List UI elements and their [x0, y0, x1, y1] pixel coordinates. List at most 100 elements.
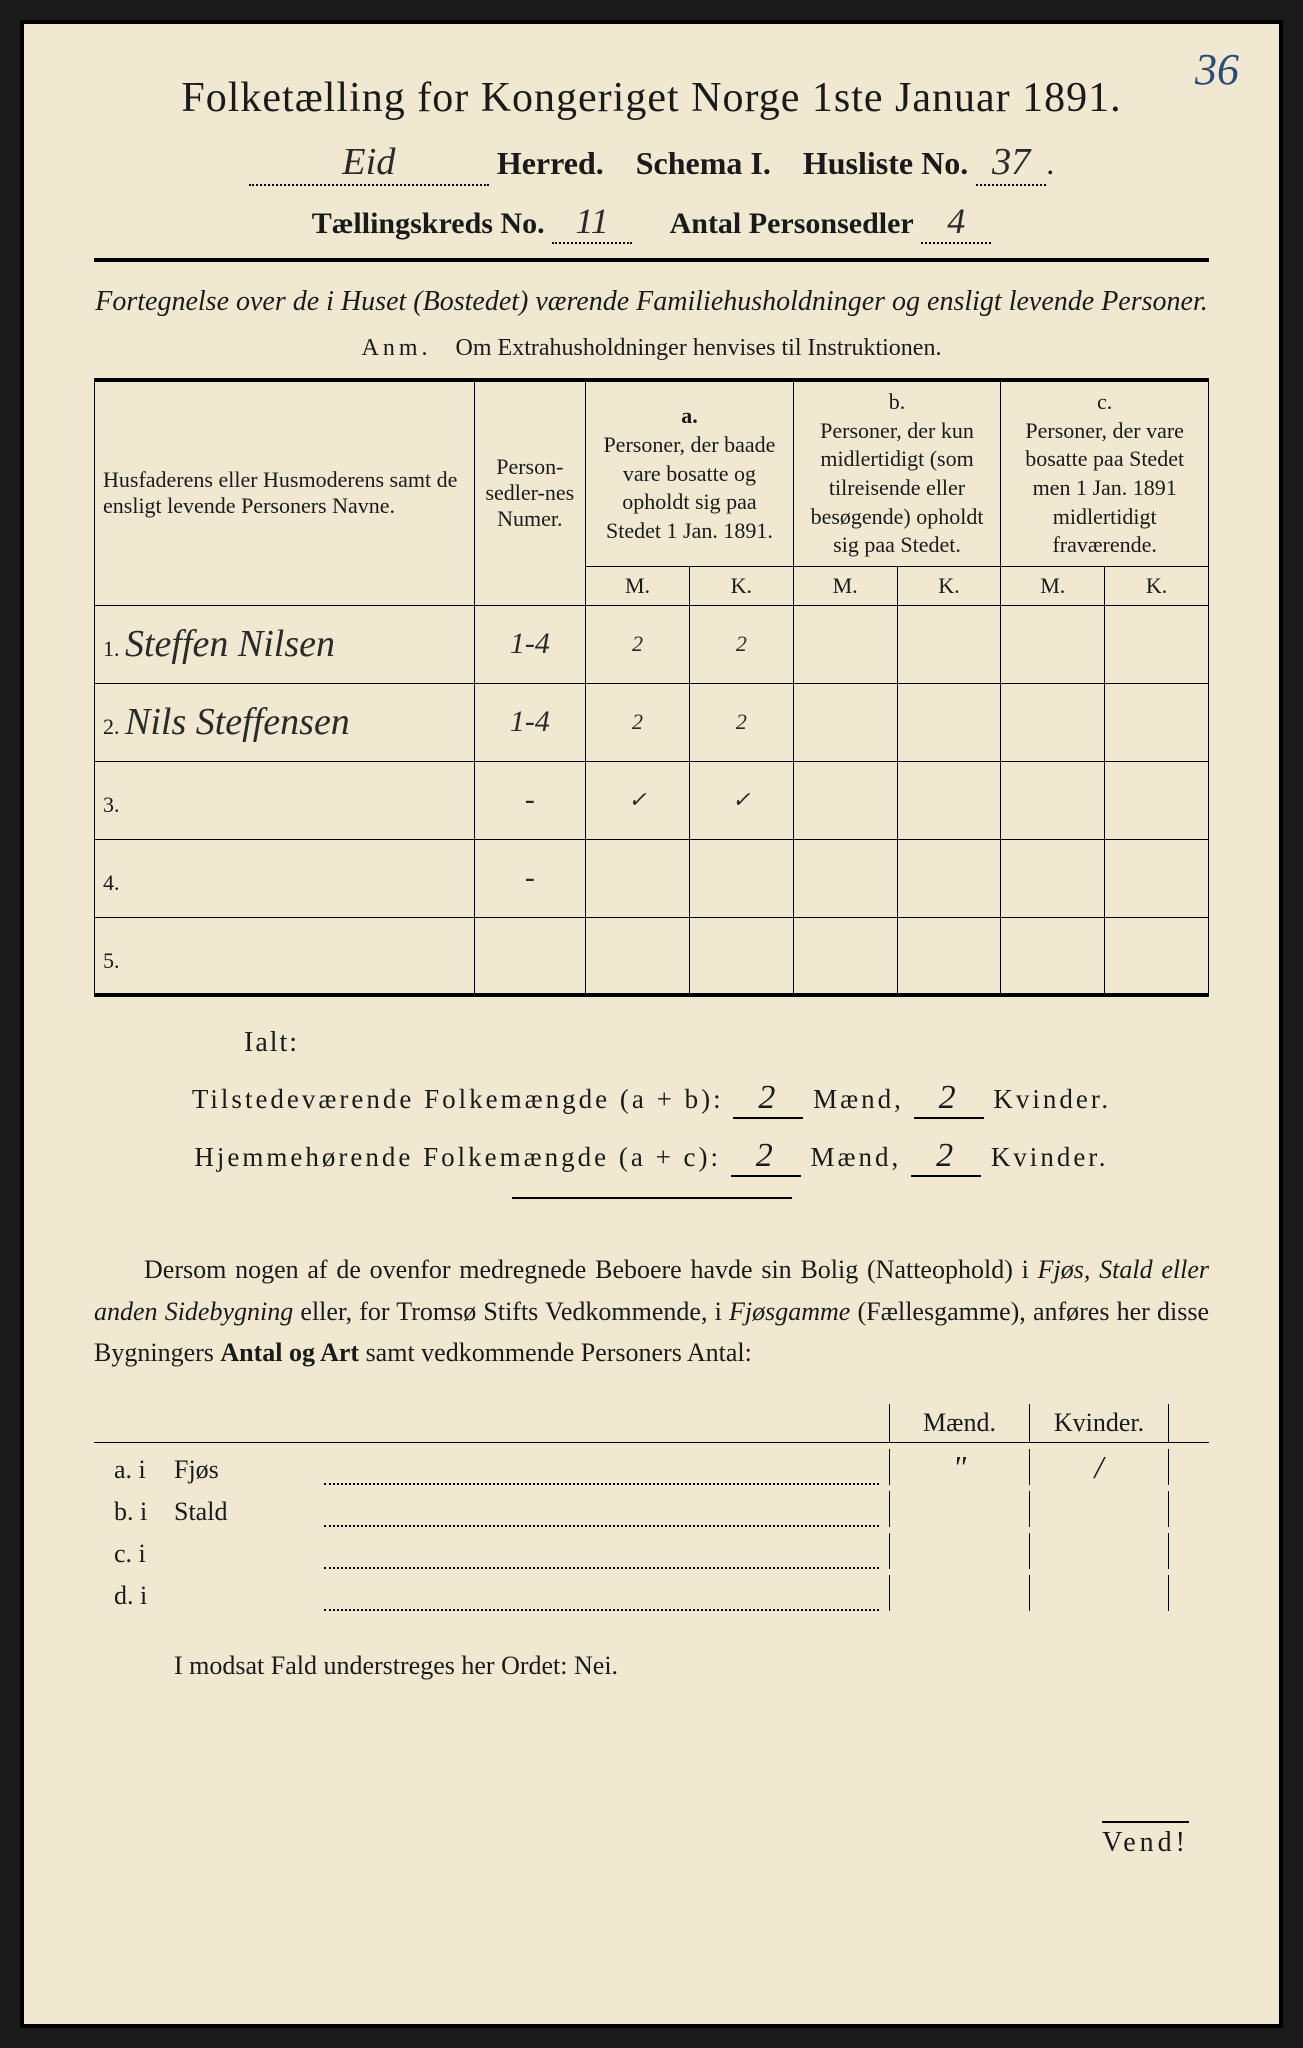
cell-name: 4. [95, 839, 475, 917]
cell-c-k [1105, 683, 1209, 761]
dwelling-k-value [1029, 1533, 1169, 1569]
divider [94, 258, 1209, 262]
cell-a-k: 2 [689, 683, 793, 761]
cell-numer: 1-4 [474, 605, 586, 683]
cell-c-m [1001, 761, 1105, 839]
dwelling-k-value: / [1029, 1449, 1169, 1485]
cell-b-m [793, 761, 897, 839]
dwelling-m-value: " [889, 1449, 1029, 1485]
header-numer: Person-sedler-nes Numer. [474, 380, 586, 605]
herred-line: Eid Herred. Schema I. Husliste No. 37. [94, 140, 1209, 186]
husliste-label: Husliste No. [803, 145, 968, 181]
antal-label: Antal Personsedler [670, 207, 914, 240]
cell-a-m [586, 917, 690, 995]
cell-a-m [586, 839, 690, 917]
sum2-label: Hjemmehørende Folkemængde (a + c): [194, 1142, 721, 1172]
cell-b-m [793, 605, 897, 683]
dwelling-paragraph: Dersom nogen af de ovenfor medregnede Be… [94, 1249, 1209, 1374]
table-body: 1. Steffen Nilsen1-4222. Nils Steffensen… [95, 605, 1209, 995]
cell-c-k [1105, 605, 1209, 683]
dwelling-k-value [1029, 1491, 1169, 1527]
dwelling-header-k: Kvinder. [1029, 1404, 1169, 1442]
cell-b-k [897, 605, 1001, 683]
para-7: samt vedkommende Personers Antal: [359, 1338, 752, 1367]
vend-label: Vend! [1102, 1821, 1189, 1859]
table-row: 5. [95, 917, 1209, 995]
cell-a-k: 2 [689, 605, 793, 683]
header-group-c: c. Personer, der vare bosatte paa Stedet… [1001, 380, 1209, 566]
fortegnelse-text: Fortegnelse over de i Huset (Bostedet) v… [94, 282, 1209, 321]
para-6: Antal og Art [220, 1338, 359, 1367]
anm-line: Anm. Om Extrahusholdninger henvises til … [94, 335, 1209, 362]
cell-a-m: ✓ [586, 761, 690, 839]
modsat-text: I modsat Fald understreges her Ordet: Ne… [94, 1651, 1209, 1681]
header-c-text: Personer, der vare bosatte paa Stedet me… [1009, 417, 1200, 560]
dwelling-header-m: Mænd. [889, 1404, 1029, 1442]
dwelling-label: a. i [94, 1455, 174, 1485]
header-group-b: b. Personer, der kun midlertidigt (som t… [793, 380, 1001, 566]
table-row: 1. Steffen Nilsen1-422 [95, 605, 1209, 683]
sum-line-2: Hjemmehørende Folkemængde (a + c): 2 Mæn… [94, 1137, 1209, 1177]
form-title: Folketælling for Kongeriget Norge 1ste J… [94, 74, 1209, 122]
dwelling-dots [324, 1549, 879, 1569]
header-a-text: Personer, der baade vare bosatte og opho… [594, 431, 785, 545]
dwelling-name: Fjøs [174, 1455, 314, 1485]
cell-numer: 1-4 [474, 683, 586, 761]
cell-a-k [689, 839, 793, 917]
header-b-m: M. [793, 566, 897, 605]
header-b-text: Personer, der kun midlertidigt (som tilr… [802, 417, 993, 560]
schema-label: Schema I. [636, 145, 771, 181]
dwelling-dots [324, 1507, 879, 1527]
cell-a-k: ✓ [689, 761, 793, 839]
dwelling-label: d. i [94, 1581, 174, 1611]
header-c-k: K. [1105, 566, 1209, 605]
dwelling-row: b. iStald [94, 1491, 1209, 1527]
header-c-label: c. [1009, 388, 1200, 417]
cell-name: 3. [95, 761, 475, 839]
dwelling-m-value [889, 1575, 1029, 1611]
cell-b-k [897, 839, 1001, 917]
header-b-label: b. [802, 388, 993, 417]
header-c-m: M. [1001, 566, 1105, 605]
dwelling-row: d. i [94, 1575, 1209, 1611]
kreds-value: 11 [552, 200, 632, 244]
dwelling-label: c. i [94, 1539, 174, 1569]
sum-line-1: Tilstedeværende Folkemængde (a + b): 2 M… [94, 1079, 1209, 1119]
anm-text: Om Extrahusholdninger henvises til Instr… [456, 335, 942, 361]
cell-c-m [1001, 683, 1105, 761]
kreds-label: Tællingskreds No. [312, 207, 545, 240]
cell-b-k [897, 683, 1001, 761]
cell-c-k [1105, 761, 1209, 839]
cell-name: 2. Nils Steffensen [95, 683, 475, 761]
cell-c-k [1105, 839, 1209, 917]
cell-numer: - [474, 761, 586, 839]
husliste-value: 37 [976, 140, 1046, 186]
dwelling-block: Mænd. Kvinder. a. iFjøs"/b. iStaldc. id.… [94, 1404, 1209, 1611]
herred-value: Eid [249, 140, 489, 186]
cell-b-m [793, 917, 897, 995]
cell-b-k [897, 761, 1001, 839]
sum1-k: 2 [914, 1079, 984, 1119]
kvinder-label-1: Kvinder. [993, 1084, 1111, 1114]
header-b-k: K. [897, 566, 1001, 605]
dwelling-label: b. i [94, 1497, 174, 1527]
cell-b-m [793, 839, 897, 917]
para-3: eller, for Tromsø Stifts Vedkommende, i [293, 1297, 729, 1326]
census-form-page: 36 Folketælling for Kongeriget Norge 1st… [20, 20, 1283, 2028]
cell-numer [474, 917, 586, 995]
table-row: 3. -✓✓ [95, 761, 1209, 839]
cell-b-k [897, 917, 1001, 995]
dwelling-row: a. iFjøs "/ [94, 1449, 1209, 1485]
cell-a-k [689, 917, 793, 995]
sum1-label: Tilstedeværende Folkemængde (a + b): [192, 1084, 724, 1114]
cell-a-m: 2 [586, 605, 690, 683]
cell-a-m: 2 [586, 683, 690, 761]
dwelling-name: Stald [174, 1497, 314, 1527]
cell-numer: - [474, 839, 586, 917]
herred-label: Herred. [497, 145, 604, 181]
cell-name: 1. Steffen Nilsen [95, 605, 475, 683]
cell-b-m [793, 683, 897, 761]
sum2-k: 2 [911, 1137, 981, 1177]
table-row: 4. - [95, 839, 1209, 917]
cell-c-k [1105, 917, 1209, 995]
